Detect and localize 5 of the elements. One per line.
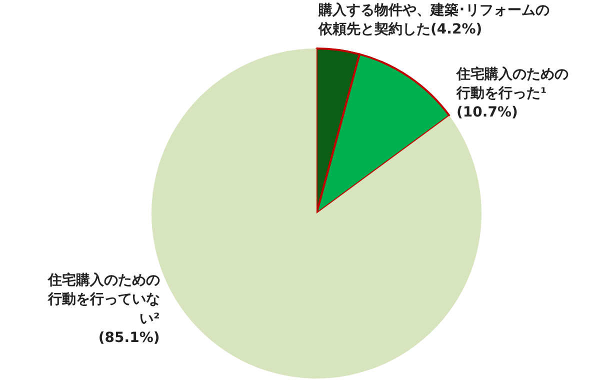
slice-label: 住宅購入のための行動を行っていない² [46,272,160,327]
data-label: (10.7%) [456,104,518,121]
data-label: (85.1%) [98,330,160,346]
slice-label: 住宅購入のための行動を行った¹ [456,65,568,102]
slice-label: 購入する物件や、建築･リフォームの依頼先と契約した(4.2%) [318,2,550,38]
